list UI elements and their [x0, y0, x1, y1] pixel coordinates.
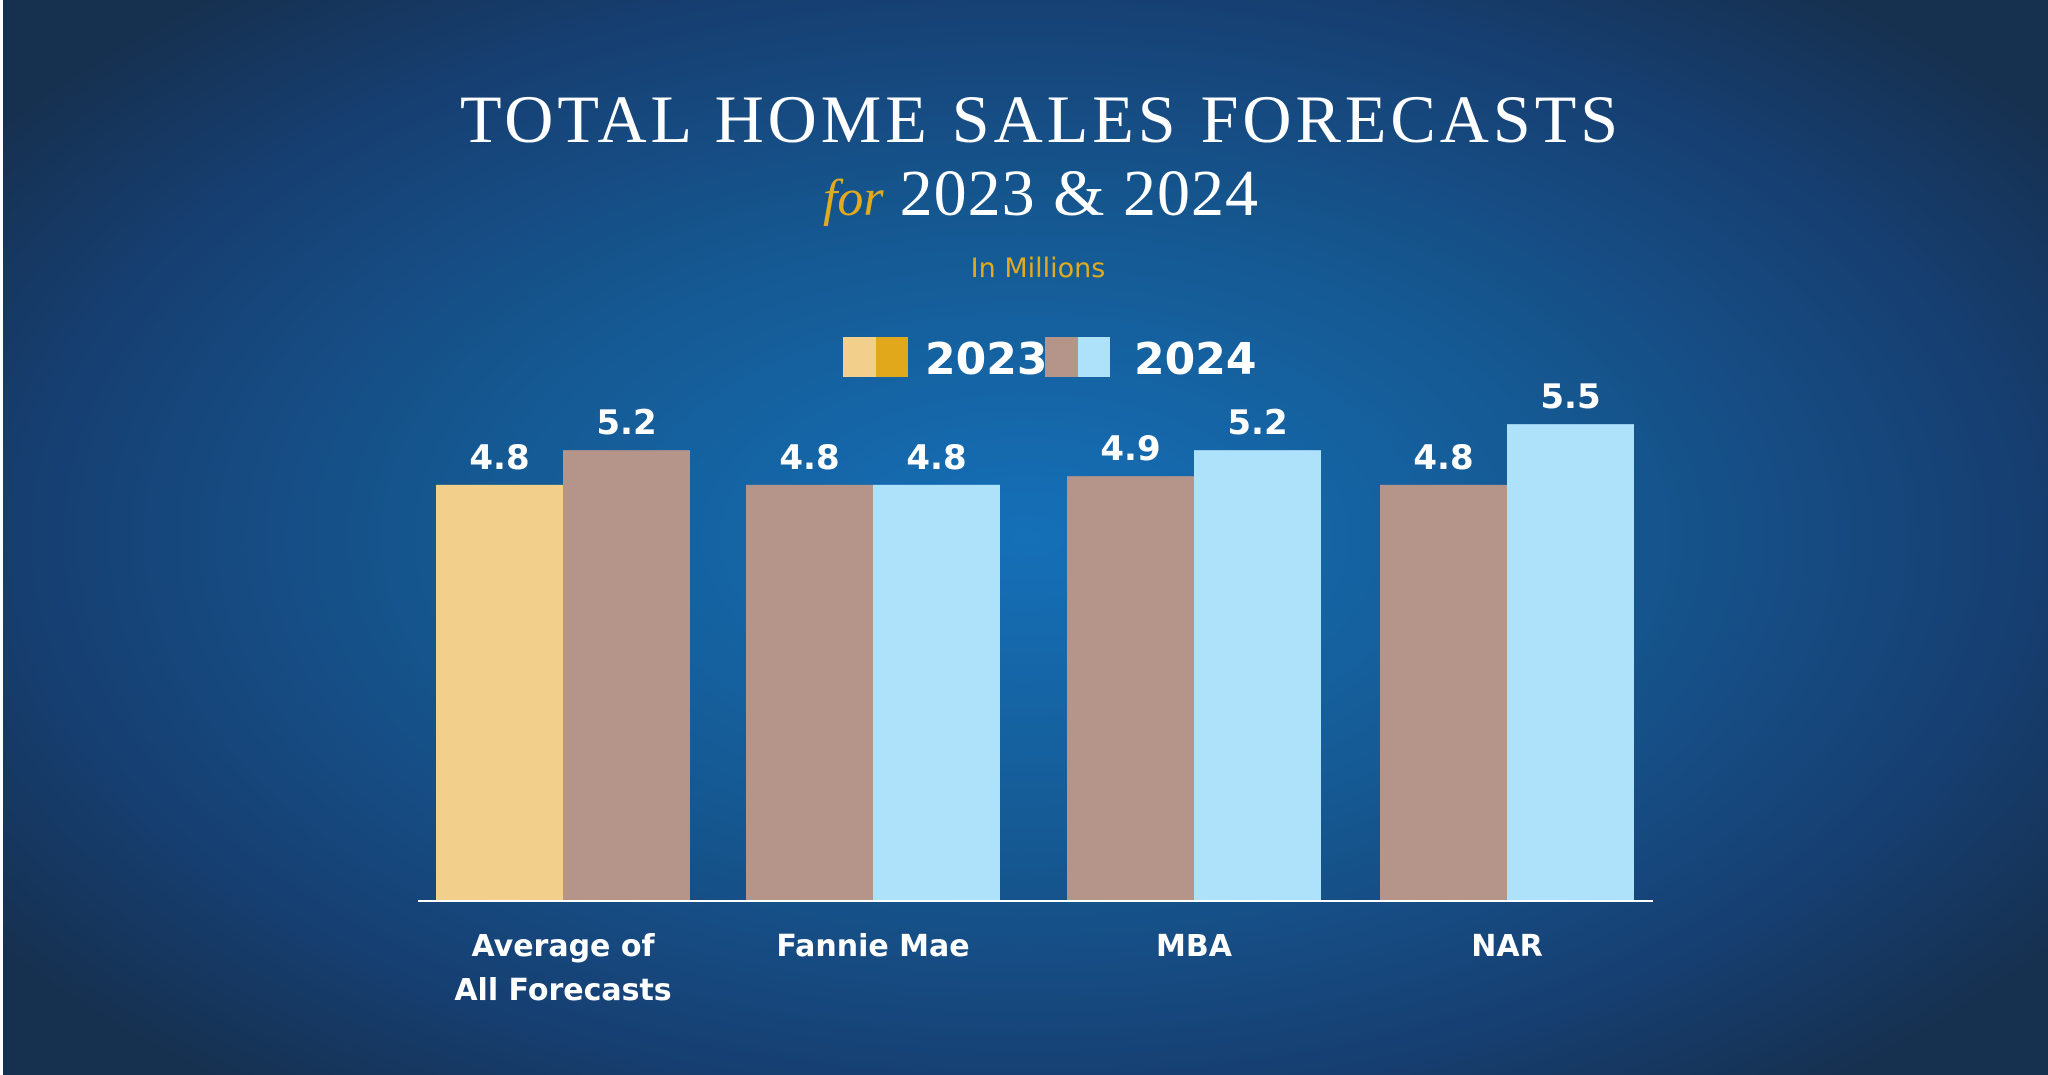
bar-nar-2023: [1380, 484, 1507, 901]
legend-label-2023: 2023: [925, 334, 1047, 385]
category-label-average-of-all-forecasts-line1: Average of: [471, 929, 655, 964]
chart-title-for: for: [823, 170, 884, 227]
chart-title-line1: TOTAL HOME SALES FORECASTS: [460, 81, 1622, 157]
legend-swatch-2023-light: [843, 337, 876, 377]
bar-mba-2023: [1067, 476, 1194, 901]
value-labels-group: 4.8 5.2 4.8 4.8 4.9 5.2 4.8 5.5: [469, 377, 1600, 478]
legend-swatch-2024-taupe: [1045, 337, 1078, 377]
value-label-average-of-all-forecasts-2024: 5.2: [596, 403, 656, 443]
bar-average-of-all-forecasts-2024: [563, 450, 690, 901]
category-label-nar: NAR: [1471, 929, 1542, 964]
category-label-mba: MBA: [1156, 929, 1233, 964]
chart-title-line2: for 2023 & 2024: [823, 157, 1259, 230]
value-label-average-of-all-forecasts-2023: 4.8: [469, 438, 529, 478]
chart-subtitle: In Millions: [971, 253, 1106, 284]
value-label-nar-2024: 5.5: [1540, 377, 1600, 417]
legend: 2023 2024: [843, 334, 1256, 385]
bar-fannie-mae-2023: [746, 484, 873, 901]
category-labels-group: Average of All Forecasts Fannie Mae MBA NAR: [454, 929, 1542, 1008]
legend-item-2024: 2024: [1045, 334, 1256, 385]
legend-swatch-2023-dark: [876, 337, 908, 377]
value-label-nar-2023: 4.8: [1413, 438, 1473, 478]
chart-title-years: 2023 & 2024: [900, 157, 1259, 230]
value-label-mba-2023: 4.9: [1100, 429, 1160, 469]
bars-group: [436, 424, 1634, 901]
category-label-average-of-all-forecasts-line2: All Forecasts: [454, 973, 671, 1008]
bar-average-of-all-forecasts-2023: [436, 484, 563, 901]
bar-fannie-mae-2024: [873, 484, 1000, 901]
value-label-mba-2024: 5.2: [1227, 403, 1287, 443]
bar-nar-2024: [1507, 424, 1634, 901]
legend-label-2024: 2024: [1134, 334, 1256, 385]
category-label-fannie-mae: Fannie Mae: [776, 929, 969, 964]
bar-mba-2024: [1194, 450, 1321, 901]
value-label-fannie-mae-2023: 4.8: [779, 438, 839, 478]
legend-item-2023: 2023: [843, 334, 1047, 385]
legend-swatch-2024-blue: [1078, 337, 1110, 377]
value-label-fannie-mae-2024: 4.8: [906, 438, 966, 478]
chart-background: [3, 0, 2048, 1075]
